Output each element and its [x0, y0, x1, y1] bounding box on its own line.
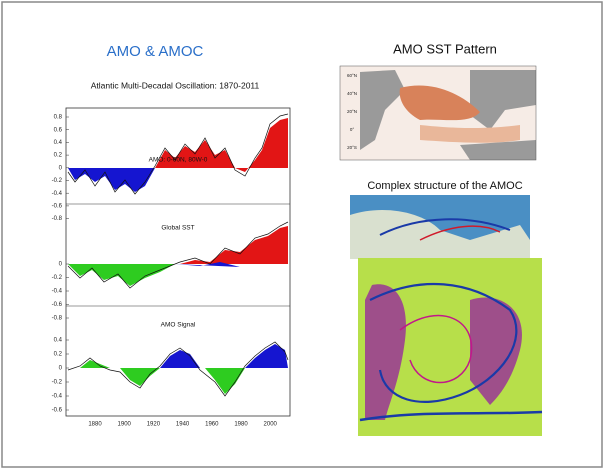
- lat-label: 20°N: [347, 109, 357, 114]
- y-tick-label: -0.4: [52, 394, 63, 400]
- slide: AMO & AMOC AMO SST Pattern Complex struc…: [0, 0, 605, 470]
- y-tick-label: -0.8: [52, 216, 63, 222]
- lat-label: 0°: [350, 127, 355, 132]
- sst-map: [340, 66, 536, 160]
- y-tick-label: -0.4: [52, 289, 63, 295]
- y-tick-label: 0.6: [54, 127, 63, 133]
- panel-label: Global SST: [161, 225, 194, 232]
- panel-label: AMO Signal: [161, 322, 196, 329]
- y-tick-label: -0.6: [52, 203, 63, 209]
- y-tick-label: 0.8: [54, 115, 63, 121]
- x-tick-label: 2000: [264, 422, 278, 428]
- left-title: AMO & AMOC: [107, 43, 204, 60]
- y-tick-label: -0.6: [52, 408, 63, 414]
- y-tick-label: 0.2: [54, 153, 63, 159]
- y-tick-label: -0.4: [52, 191, 63, 197]
- amo-figure: [66, 108, 290, 416]
- x-tick-label: 1880: [88, 422, 102, 428]
- y-tick-label: 0.4: [54, 338, 63, 344]
- right-title: AMO SST Pattern: [393, 41, 497, 56]
- y-tick-label: -0.2: [52, 275, 63, 281]
- x-tick-label: 1960: [205, 422, 219, 428]
- figure-title: Atlantic Multi-Decadal Oscillation: 1870…: [91, 80, 260, 90]
- lat-label: 60°N: [347, 73, 357, 78]
- x-tick-label: 1900: [118, 422, 132, 428]
- y-tick-label: 0.2: [54, 352, 63, 358]
- y-tick-label: -0.8: [52, 316, 63, 322]
- panel-label: AMO: 0-60N, 80W-0: [149, 157, 208, 164]
- y-tick-label: 0.4: [54, 140, 63, 146]
- lat-label: 40°N: [347, 91, 357, 96]
- x-tick-label: 1920: [147, 422, 161, 428]
- amoc-map: [350, 195, 542, 436]
- lat-label: 20°S: [347, 145, 357, 150]
- x-tick-label: 1980: [234, 422, 248, 428]
- y-tick-label: -0.6: [52, 302, 63, 308]
- y-tick-label: -0.2: [52, 178, 63, 184]
- y-tick-label: -0.2: [52, 380, 63, 386]
- amoc-title: Complex structure of the AMOC: [367, 180, 522, 192]
- x-tick-label: 1940: [176, 422, 190, 428]
